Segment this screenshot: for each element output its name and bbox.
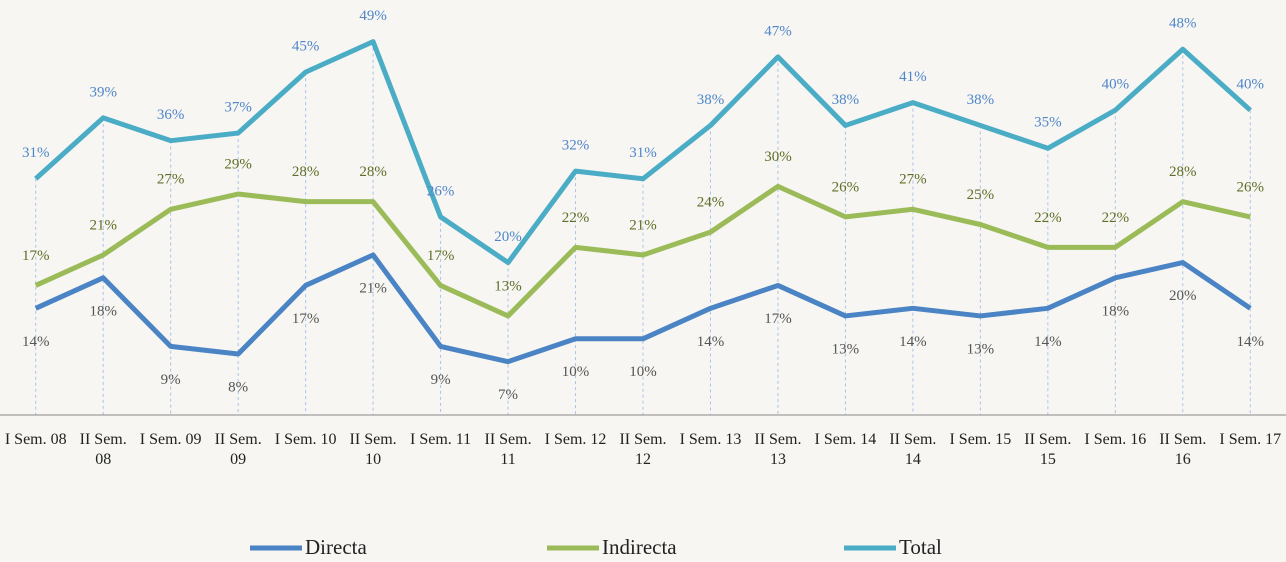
data-label: 27% — [157, 172, 185, 188]
x-tick-label: I Sem. 17 — [1219, 431, 1282, 448]
data-label: 20% — [1169, 288, 1197, 304]
data-label: 18% — [1102, 303, 1130, 319]
data-label: 26% — [427, 183, 455, 199]
data-label: 13% — [832, 341, 860, 357]
data-label: 38% — [697, 92, 725, 108]
x-tick-label: I Sem. 09 — [139, 431, 202, 448]
x-tick-label: II Sem. 08 — [79, 431, 127, 468]
data-label: 20% — [494, 229, 522, 245]
data-label: 14% — [22, 334, 50, 350]
data-label: 21% — [359, 280, 387, 296]
data-label: 22% — [1102, 210, 1130, 226]
data-label: 17% — [292, 311, 320, 327]
data-label: 37% — [224, 99, 252, 115]
data-label: 13% — [967, 341, 995, 357]
data-label: 22% — [562, 210, 590, 226]
x-tick-label: II Sem. 13 — [754, 431, 802, 468]
data-label: 7% — [498, 387, 518, 403]
x-tick-label: II Sem. 12 — [619, 431, 667, 468]
data-label: 21% — [89, 217, 117, 233]
x-tick-label: I Sem. 10 — [274, 431, 337, 448]
x-tick-label: II Sem. 14 — [889, 431, 937, 468]
x-tick-label: II Sem. 10 — [349, 431, 397, 468]
data-label: 17% — [764, 311, 792, 327]
x-tick-label: I Sem. 15 — [949, 431, 1012, 448]
x-tick-label: I Sem. 16 — [1084, 431, 1147, 448]
data-label: 32% — [562, 138, 590, 154]
data-label: 14% — [899, 334, 927, 350]
data-label: 14% — [1034, 334, 1062, 350]
data-label: 28% — [292, 164, 320, 180]
data-label: 28% — [1169, 164, 1197, 180]
legend-label: Directa — [305, 535, 367, 559]
data-label: 25% — [967, 187, 995, 203]
data-label: 13% — [494, 278, 522, 294]
data-label: 38% — [832, 92, 860, 108]
data-label: 39% — [89, 84, 117, 100]
data-label: 10% — [629, 364, 657, 380]
data-label: 17% — [22, 248, 50, 264]
data-label: 26% — [832, 179, 860, 195]
x-tick-label: I Sem. 11 — [409, 431, 472, 448]
series-line — [34, 252, 1252, 365]
data-label: 10% — [562, 364, 590, 380]
data-label: 36% — [157, 107, 185, 123]
data-label: 17% — [427, 248, 455, 264]
data-label: 29% — [224, 156, 252, 172]
data-label: 31% — [629, 145, 657, 161]
data-label: 31% — [22, 145, 50, 161]
data-label: 26% — [1237, 179, 1265, 195]
data-label: 14% — [697, 334, 725, 350]
x-tick-label: I Sem. 08 — [4, 431, 67, 448]
data-label: 40% — [1102, 77, 1130, 93]
x-tick-label: I Sem. 14 — [814, 431, 877, 448]
data-label: 45% — [292, 39, 320, 55]
data-label: 28% — [359, 164, 387, 180]
data-label: 49% — [359, 8, 387, 24]
x-tick-label: II Sem. 09 — [214, 431, 262, 468]
data-label: 21% — [629, 217, 657, 233]
x-tick-label: II Sem. 11 — [484, 431, 532, 468]
legend-label: Total — [899, 535, 942, 559]
data-label: 9% — [431, 372, 451, 388]
data-label: 27% — [899, 172, 927, 188]
data-label: 48% — [1169, 16, 1197, 32]
data-label: 14% — [1237, 334, 1265, 350]
data-label: 9% — [161, 372, 181, 388]
data-label: 40% — [1237, 77, 1265, 93]
x-tick-label: II Sem. 15 — [1024, 431, 1072, 468]
series-line — [34, 39, 1252, 266]
data-label: 38% — [967, 92, 995, 108]
x-tick-label: II Sem. 16 — [1159, 431, 1207, 468]
x-tick-label: I Sem. 13 — [679, 431, 742, 448]
series-line — [34, 183, 1251, 319]
x-tick-label: I Sem. 12 — [544, 431, 607, 448]
data-label: 35% — [1034, 115, 1062, 131]
data-label: 47% — [764, 23, 792, 39]
data-label: 18% — [89, 303, 117, 319]
data-label: 8% — [228, 379, 248, 395]
data-label: 30% — [764, 149, 792, 165]
data-label: 41% — [899, 69, 927, 85]
data-label: 24% — [697, 195, 725, 211]
legend-label: Indirecta — [602, 535, 677, 559]
data-label: 22% — [1034, 210, 1062, 226]
